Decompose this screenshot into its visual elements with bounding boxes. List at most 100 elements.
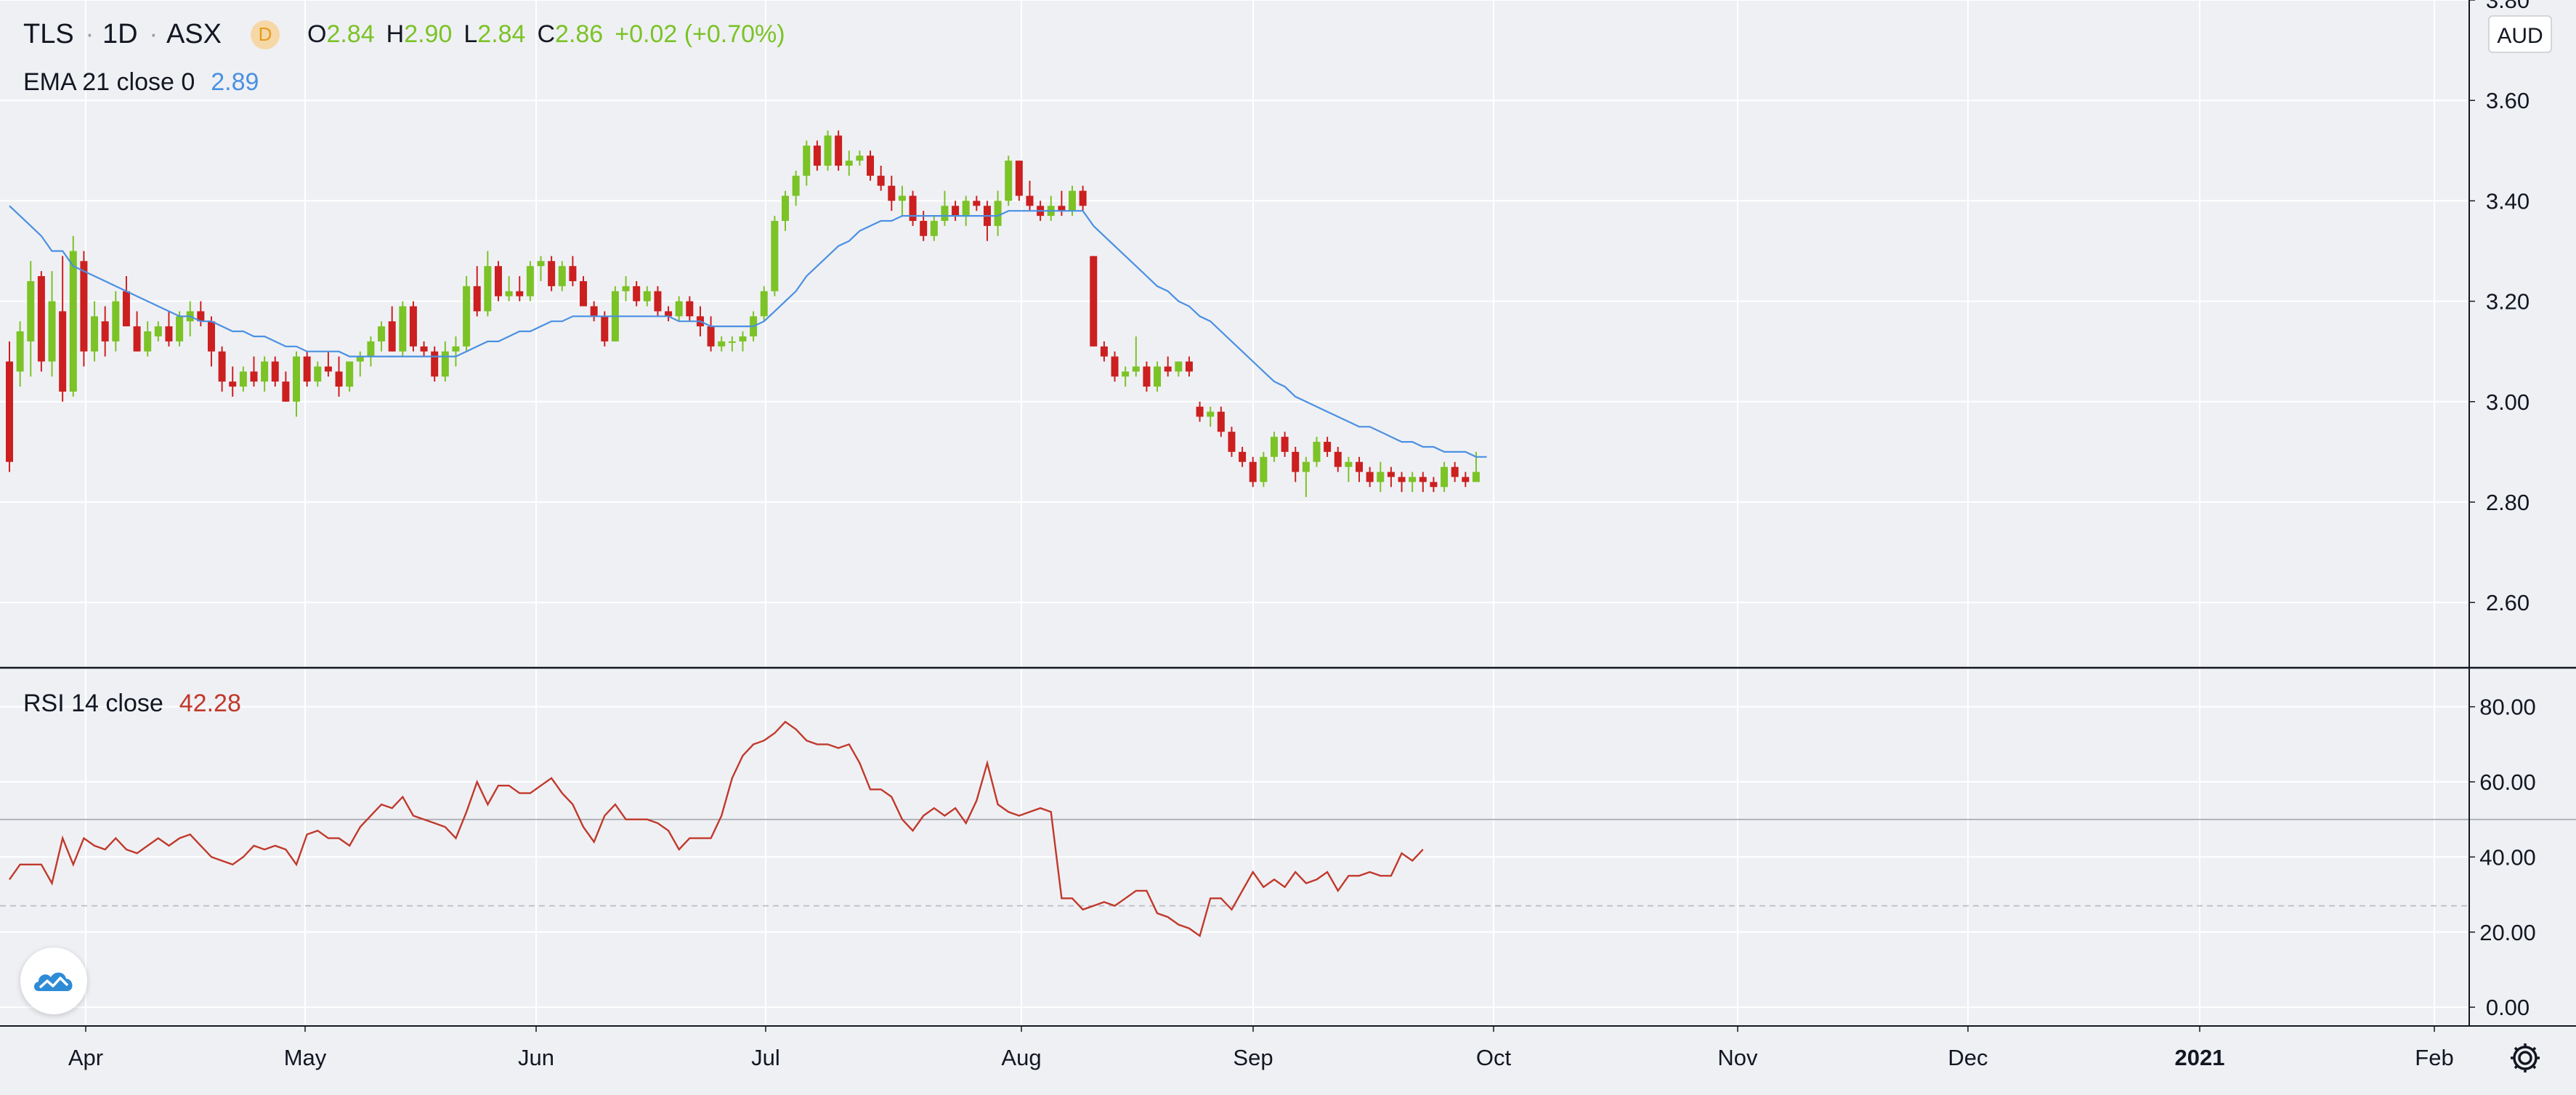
candle-body[interactable] [37,276,45,362]
candle-body[interactable] [441,351,449,377]
candle-body[interactable] [1090,256,1098,347]
candle-body[interactable] [888,185,896,201]
candle-body[interactable] [994,201,1002,226]
symbol-name[interactable]: TLS [23,19,74,49]
candle-body[interactable] [1239,451,1247,462]
candle-body[interactable] [59,311,67,392]
candle-body[interactable] [898,195,906,201]
candle-body[interactable] [1366,472,1374,482]
candle-body[interactable] [250,371,258,382]
candle-body[interactable] [314,366,322,382]
candle-body[interactable] [1281,437,1289,452]
candle-body[interactable] [1005,161,1013,201]
candle-body[interactable] [1409,477,1417,482]
candle-body[interactable] [867,155,875,176]
candle-body[interactable] [69,251,77,392]
candle-body[interactable] [1249,461,1257,482]
time-axis[interactable]: Apr May Jun Jul Aug Sep Oct Nov Dec 2021 Feb [68,1026,2454,1070]
candle-body[interactable] [633,286,641,302]
candle-body[interactable] [973,201,981,206]
candle-body[interactable] [27,280,35,342]
candle-body[interactable] [580,280,588,307]
candle-body[interactable] [1015,161,1023,196]
candle-body[interactable] [261,361,269,382]
candle-body[interactable] [48,301,56,362]
candle-body[interactable] [845,161,853,166]
candle-body[interactable] [1313,442,1321,462]
candle-body[interactable] [1441,466,1449,488]
candle-body[interactable] [590,306,598,317]
candle-body[interactable] [133,326,141,352]
candle-body[interactable] [909,195,917,222]
candle-body[interactable] [1196,406,1204,417]
tradingview-logo-button[interactable] [20,947,87,1014]
candle-body[interactable] [792,175,800,196]
candle-body[interactable] [431,351,439,377]
candle-body[interactable] [324,366,332,372]
candle-body[interactable] [643,291,651,302]
candle-body[interactable] [1122,371,1130,377]
candle-body[interactable] [1132,366,1140,372]
gear-icon[interactable] [2503,1036,2547,1080]
candle-body[interactable] [1164,366,1172,372]
candle-body[interactable] [218,351,226,382]
candle-body[interactable] [101,321,109,342]
ema-legend[interactable]: EMA 21 close 0 2.89 [23,68,267,97]
candle-body[interactable] [1143,366,1151,387]
delayed-badge[interactable]: D [250,20,280,49]
candle-body[interactable] [930,221,938,236]
candle-body[interactable] [622,286,630,291]
candle-body[interactable] [176,316,184,342]
candle-body[interactable] [1260,456,1268,482]
candle-body[interactable] [1185,361,1193,372]
price-axis[interactable]: 3.80 3.60 3.40 3.20 3.00 2.80 2.60 [2469,0,2530,615]
candle-body[interactable] [484,266,492,312]
candle-body[interactable] [601,316,609,342]
candle-body[interactable] [1430,482,1438,488]
candle-body[interactable] [197,311,205,322]
candle-body[interactable] [1377,472,1385,482]
candle-body[interactable] [1228,432,1236,452]
candle-body[interactable] [1058,206,1066,211]
candle-body[interactable] [303,356,311,382]
candle-body[interactable] [420,346,428,352]
candle-body[interactable] [665,311,673,317]
candle-body[interactable] [1462,477,1470,482]
rsi-axis[interactable]: 80.00 60.00 40.00 20.00 0.00 [2469,695,2536,1020]
candle-body[interactable] [728,341,736,343]
candle-body[interactable] [856,155,864,161]
candle-body[interactable] [1079,190,1087,206]
candle-body[interactable] [463,286,471,347]
candle-body[interactable] [1451,466,1459,477]
rsi-legend[interactable]: RSI 14 close 42.28 [23,690,250,718]
candle-body[interactable] [1154,366,1162,387]
interval-label[interactable]: 1D [102,19,138,49]
candle-body[interactable] [356,356,364,362]
candle-body[interactable] [271,361,279,382]
candle-body[interactable] [154,326,162,336]
candle-body[interactable] [1270,437,1278,457]
candle-body[interactable] [16,331,24,372]
candle-body[interactable] [293,356,301,402]
candle-body[interactable] [1100,346,1108,357]
candle-body[interactable] [1387,472,1395,477]
candle-body[interactable] [409,306,417,347]
candle-body[interactable] [1207,411,1215,417]
candle-body[interactable] [122,291,130,327]
exchange-label[interactable]: ASX [166,19,222,49]
candle-body[interactable] [144,331,152,352]
candle-body[interactable] [346,361,354,387]
candle-body[interactable] [707,326,715,347]
candle-body[interactable] [941,206,949,222]
candle-body[interactable] [781,195,789,222]
candle-body[interactable] [877,175,885,186]
candle-body[interactable] [569,266,577,281]
candle-body[interactable] [813,145,821,166]
candle-body[interactable] [91,316,99,352]
candle-body[interactable] [835,135,843,166]
candle-body[interactable] [824,135,832,166]
candle-body[interactable] [526,266,534,296]
candle-body[interactable] [952,206,960,217]
candle-body[interactable] [803,145,811,176]
candle-body[interactable] [1292,451,1300,472]
